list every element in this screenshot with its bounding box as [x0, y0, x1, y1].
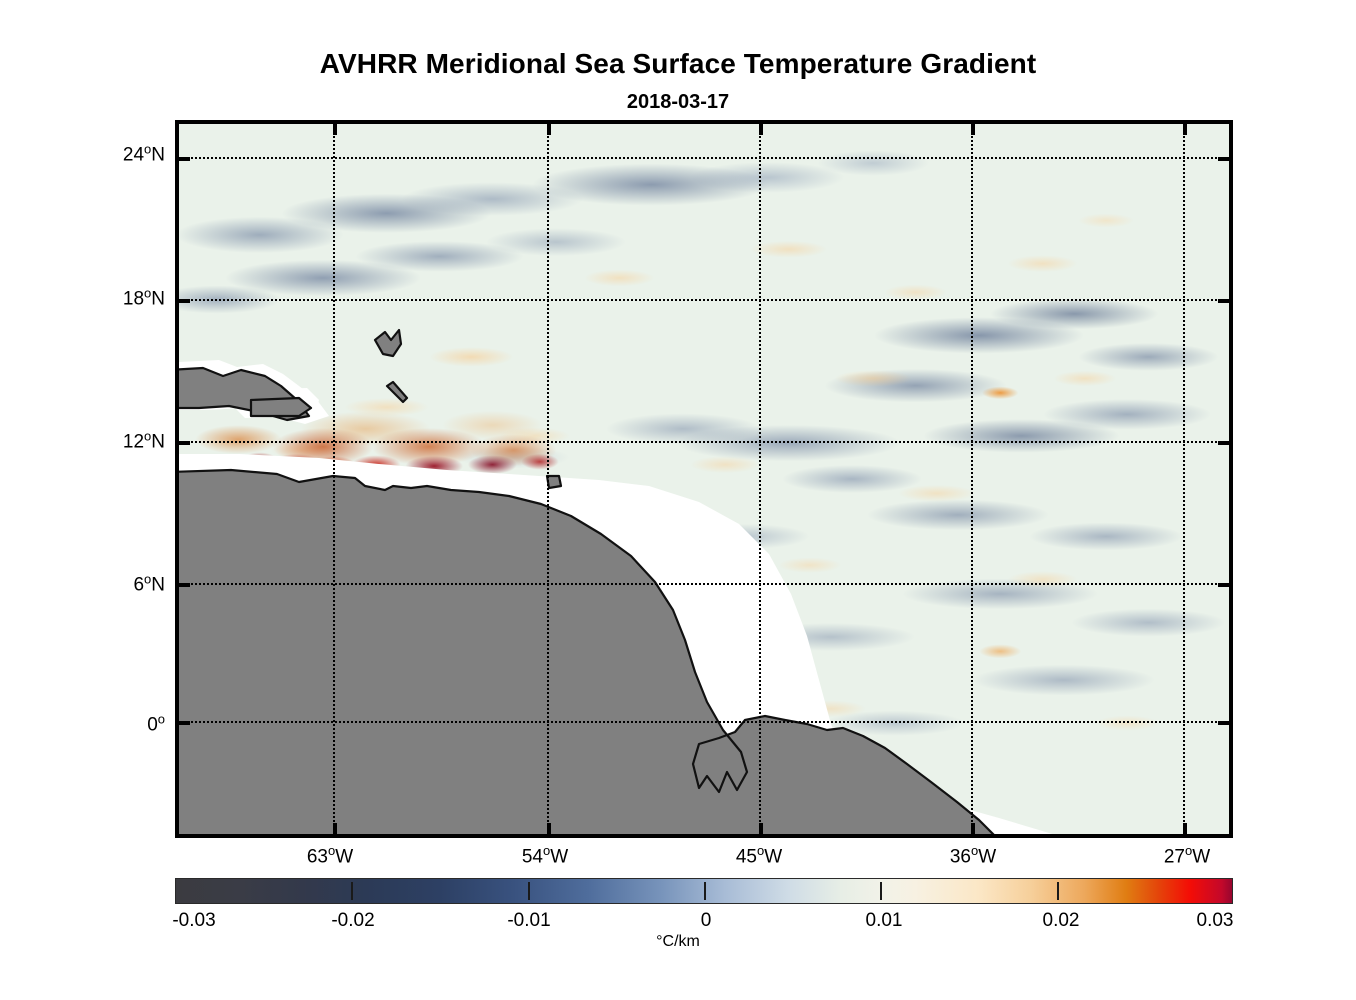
gridline-lat-6n [179, 582, 1229, 585]
south-america-landmass [179, 468, 995, 834]
colorbar [175, 878, 1233, 904]
martinique-island [385, 380, 409, 404]
guadeloupe-island [373, 328, 403, 358]
xtick-label-54w: 54oW [521, 843, 569, 868]
tick-lon-36w-top [970, 124, 975, 135]
tick-lat-12n-right [1218, 441, 1229, 446]
gridline-lat-0 [179, 721, 1229, 724]
tick-lon-45w-top [758, 124, 763, 135]
ytick-label-0: 0o [147, 711, 165, 736]
ytick-label-12n: 12oN [122, 428, 165, 453]
colorbar-label--0.03: -0.03 [172, 910, 216, 931]
puerto-rico-landmass [249, 396, 313, 418]
gridline-lon-36w [970, 124, 973, 834]
tick-lat-0-left [179, 721, 190, 726]
figure-subtitle: 2018-03-17 [626, 91, 730, 113]
gridline-lon-45w [758, 124, 761, 834]
tick-lat-6n-right [1218, 582, 1229, 587]
gridline-lon-63w [333, 124, 336, 834]
map-plot-area [175, 120, 1233, 838]
colorbar-label--0.01: -0.01 [507, 910, 551, 931]
gridline-lat-12n [179, 441, 1229, 444]
gridline-lon-27w [1182, 124, 1185, 834]
tick-lat-0-right [1218, 721, 1229, 726]
tick-lon-63w-bottom [333, 823, 338, 834]
tick-lon-54w-bottom [546, 823, 551, 834]
page-title: AVHRR Meridional Sea Surface Temperature… [319, 48, 1037, 79]
xtick-label-63w: 63oW [306, 843, 354, 868]
colorbar-label-0.01: 0.01 [865, 910, 903, 931]
tick-lat-24n-left [179, 157, 190, 162]
trinidad-island [545, 474, 563, 490]
colorbar-label-0.03: 0.03 [1196, 910, 1234, 931]
gridline-lon-54w [546, 124, 549, 834]
colorbar-tick-0.02 [1056, 882, 1059, 900]
tick-lon-63w-top [333, 124, 338, 135]
gridline-lat-24n [179, 157, 1229, 160]
tick-lon-27w-top [1182, 124, 1187, 135]
colorbar-label--0.02: -0.02 [331, 910, 375, 931]
tick-lat-12n-left [179, 441, 190, 446]
xtick-label-45w: 45oW [735, 843, 783, 868]
colorbar-label-0.02: 0.02 [1042, 910, 1080, 931]
colorbar-label-0: 0 [700, 910, 712, 931]
land-mask [179, 328, 995, 834]
colorbar-unit-label: °C/km [656, 933, 700, 950]
xtick-label-36w: 36oW [949, 843, 997, 868]
tick-lon-36w-bottom [970, 823, 975, 834]
tick-lat-18n-left [179, 299, 190, 304]
tick-lat-18n-right [1218, 299, 1229, 304]
colorbar-tick-0 [704, 882, 706, 900]
tick-lon-45w-bottom [758, 823, 763, 834]
ytick-label-6n: 6oN [133, 571, 165, 596]
tick-lon-27w-bottom [1182, 823, 1187, 834]
map-raster [179, 124, 1229, 834]
gridline-lat-18n [179, 299, 1229, 302]
colorbar-tick--0.02 [351, 882, 354, 900]
tick-lon-54w-top [546, 124, 551, 135]
ytick-label-24n: 24oN [122, 141, 165, 166]
tick-lat-24n-right [1218, 157, 1229, 162]
xtick-label-27w: 27oW [1163, 843, 1211, 868]
colorbar-tick--0.01 [527, 882, 530, 900]
colorbar-tick-0.01 [880, 882, 883, 900]
ytick-label-18n: 18oN [122, 285, 165, 310]
tick-lat-6n-left [179, 582, 190, 587]
